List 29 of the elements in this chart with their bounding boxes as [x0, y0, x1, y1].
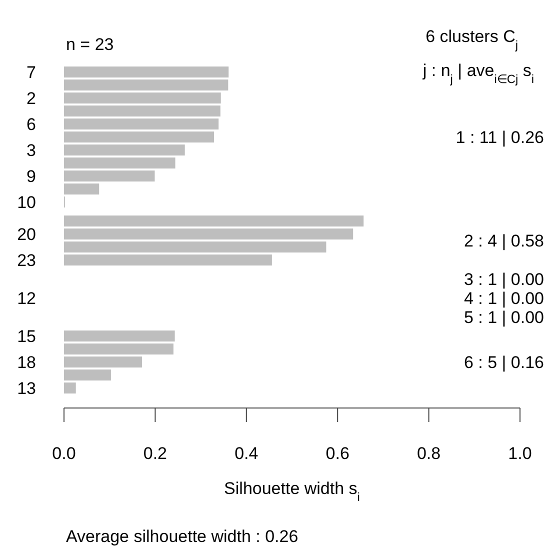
text: 6 clusters C$_{j}$	[426, 27, 518, 52]
x-tick-label: 0.4	[234, 444, 258, 463]
annotation: j : n$_{j}$ | ave$_{i∈Cj}$ s$_{i}$	[422, 61, 534, 86]
y-tick-label: 7	[26, 63, 36, 82]
y-tick-label: 23	[17, 251, 36, 270]
text: 1 : 11 | 0.26	[456, 128, 544, 147]
y-tick-label: 10	[17, 193, 36, 212]
text: 4 : 1 | 0.00	[464, 289, 544, 308]
y-tick-label: 20	[17, 225, 36, 244]
x-tick-label: 0.6	[326, 444, 350, 463]
text: 3 : 1 | 0.00	[464, 270, 544, 289]
text: 5 : 1 | 0.00	[464, 308, 544, 327]
x-tick-label: 0.0	[52, 444, 76, 463]
text: Average silhouette width : 0.26	[66, 527, 298, 546]
x-tick-label: 0.8	[416, 444, 441, 463]
text: 2 : 4 | 0.58	[464, 232, 544, 250]
y-tick-label: 18	[17, 353, 36, 372]
y-tick-label: 2	[26, 89, 36, 108]
y-tick-label: 12	[17, 289, 36, 308]
y-tick-label: 3	[26, 141, 36, 160]
text: n = 23	[66, 35, 114, 54]
y-tick-label: 9	[26, 167, 36, 186]
y-tick-label: 15	[17, 327, 36, 346]
text: 6 : 5 | 0.16	[464, 353, 544, 372]
x-tick-label: 0.2	[143, 444, 168, 463]
y-tick-label: 13	[17, 379, 36, 398]
x-tick-label: 1.0	[508, 444, 532, 463]
x-axis-title: Silhouette width s$_{i}$	[224, 479, 360, 504]
y-tick-label: 6	[26, 115, 36, 134]
